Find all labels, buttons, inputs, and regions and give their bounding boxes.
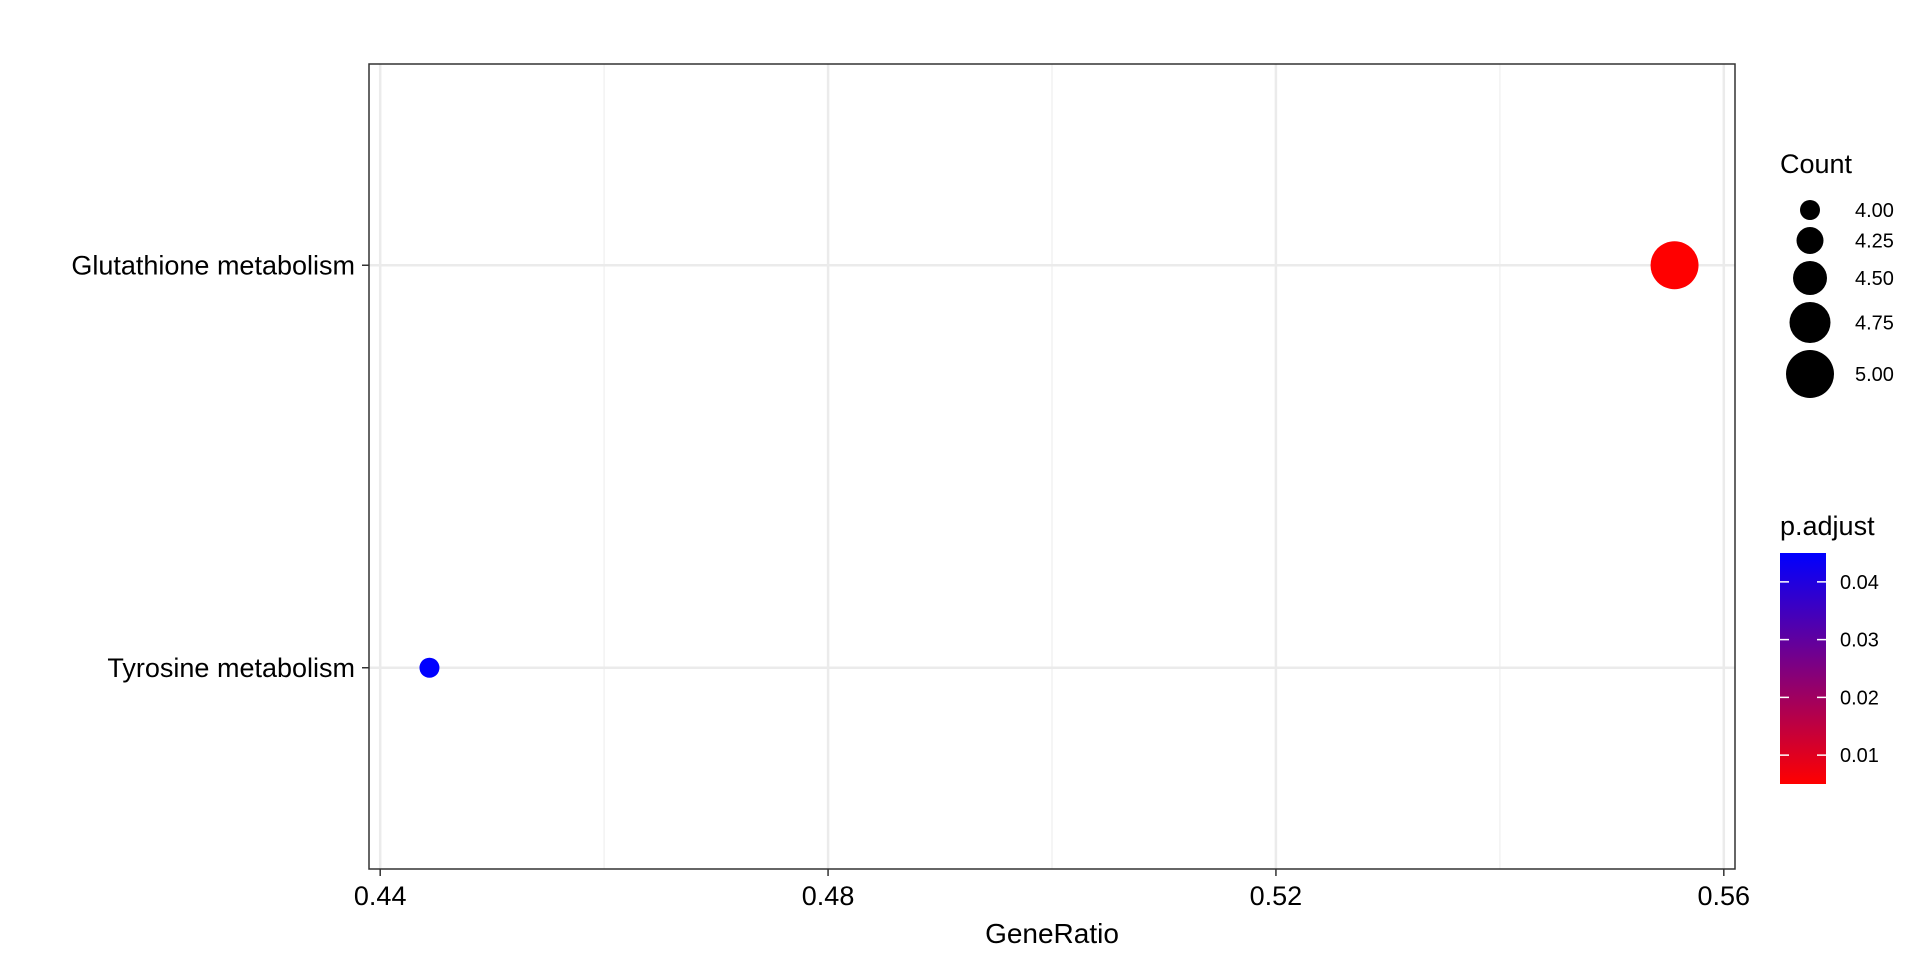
count-legend-label: 5.00: [1855, 364, 1894, 386]
count-legend-label: 4.25: [1855, 231, 1894, 253]
count-legend-key: [1800, 200, 1820, 220]
x-tick-label: 0.44: [354, 881, 407, 911]
count-legend-key: [1796, 227, 1824, 254]
y-tick-label: Glutathione metabolism: [71, 250, 355, 280]
x-tick-label: 0.56: [1698, 881, 1751, 911]
count-legend-title: Count: [1780, 149, 1853, 179]
p-adjust-tick-label: 0.01: [1840, 745, 1879, 767]
x-tick-label: 0.48: [802, 881, 855, 911]
data-point: [1650, 241, 1699, 290]
x-axis-title: GeneRatio: [985, 918, 1119, 949]
p-adjust-tick-label: 0.02: [1840, 687, 1879, 709]
p-adjust-colorbar: [1780, 553, 1826, 784]
minor-gridlines: [603, 64, 1501, 869]
y-axis: Glutathione metabolism Tyrosine metabolis…: [71, 250, 369, 683]
p-adjust-tick-label: 0.03: [1840, 630, 1879, 652]
count-legend-label: 4.00: [1855, 200, 1894, 222]
count-legend-label: 4.50: [1855, 268, 1894, 290]
p-adjust-legend-title: p.adjust: [1780, 511, 1875, 541]
data-point: [419, 657, 440, 678]
data-points: [419, 241, 1699, 678]
count-legend-key: [1789, 302, 1831, 343]
count-legend-label: 4.75: [1855, 313, 1894, 335]
major-gridlines: [369, 64, 1735, 869]
p-adjust-tick-label: 0.04: [1840, 572, 1879, 594]
y-tick-label: Tyrosine metabolism: [107, 653, 355, 683]
x-tick-label: 0.52: [1250, 881, 1303, 911]
count-legend: Count 4.00 4.25 4.50 4.75 5.00: [1780, 149, 1894, 398]
count-legend-key: [1793, 261, 1827, 295]
p-adjust-legend: p.adjust 0.01 0.02 0.03 0.04: [1780, 511, 1879, 784]
plot-panel-border: [368, 63, 1736, 870]
count-legend-key: [1786, 350, 1834, 398]
x-axis: 0.44 0.48 0.52 0.56: [354, 869, 1750, 911]
